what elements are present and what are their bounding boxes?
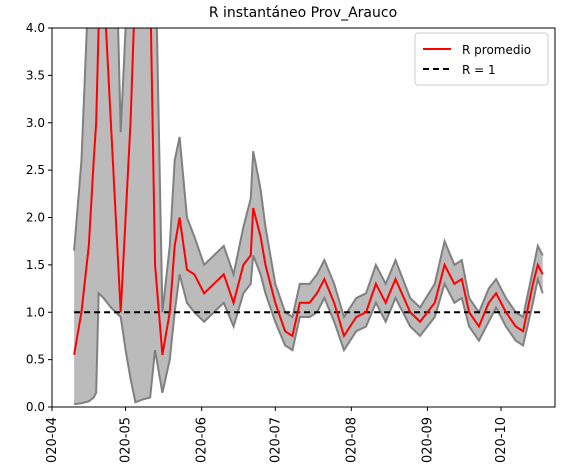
plot-area	[73, 28, 544, 406]
legend-label: R promedio	[462, 43, 531, 57]
band-lower-edge	[73, 255, 544, 406]
y-tick-label: 2.0	[26, 211, 45, 225]
x-tick-label: 2020-09	[420, 417, 435, 464]
band-upper-edge	[73, 28, 544, 320]
x-tick-label: 2020-10	[494, 417, 509, 464]
y-tick-label: 4.0	[26, 21, 45, 35]
y-tick-label: 3.0	[26, 116, 45, 130]
x-tick-label: 2020-06	[195, 417, 210, 464]
x-tick-label: 2020-07	[268, 417, 283, 464]
x-tick-label: 2020-08	[344, 417, 359, 464]
legend-label: R = 1	[462, 63, 496, 77]
confidence-band	[74, 28, 543, 405]
y-tick-label: 0.0	[26, 400, 45, 414]
chart-title: R instantáneo Prov_Arauco	[209, 5, 397, 21]
y-tick-label: 1.5	[26, 258, 45, 272]
x-tick-label: 2020-04	[45, 417, 60, 464]
y-tick-label: 0.5	[26, 353, 45, 367]
y-tick-label: 3.5	[26, 68, 45, 82]
y-tick-label: 1.0	[26, 305, 45, 319]
x-tick-label: 2020-05	[119, 417, 134, 464]
y-tick-label: 2.5	[26, 163, 45, 177]
legend-box	[414, 32, 549, 86]
series-line	[73, 28, 544, 356]
